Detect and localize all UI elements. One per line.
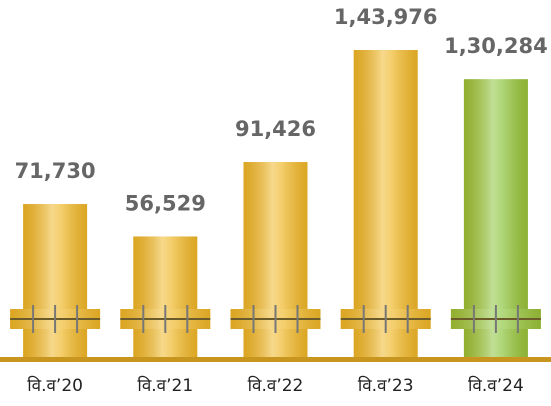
baseline: [0, 357, 551, 362]
bar-shine: [133, 236, 198, 357]
x-tick-label: वि.व’24: [468, 375, 524, 396]
value-label: 1,30,284: [444, 34, 548, 58]
value-label: 71,730: [15, 159, 96, 183]
value-label: 1,43,976: [334, 5, 438, 29]
x-tick-label: वि.व’22: [248, 375, 304, 396]
x-tick-label: वि.व’20: [27, 375, 83, 396]
value-label: 56,529: [125, 191, 206, 215]
value-label: 91,426: [235, 117, 316, 141]
x-tick-label: वि.व’23: [358, 375, 414, 396]
bar-shine: [23, 204, 88, 357]
x-tick-label: वि.व’21: [137, 375, 193, 396]
